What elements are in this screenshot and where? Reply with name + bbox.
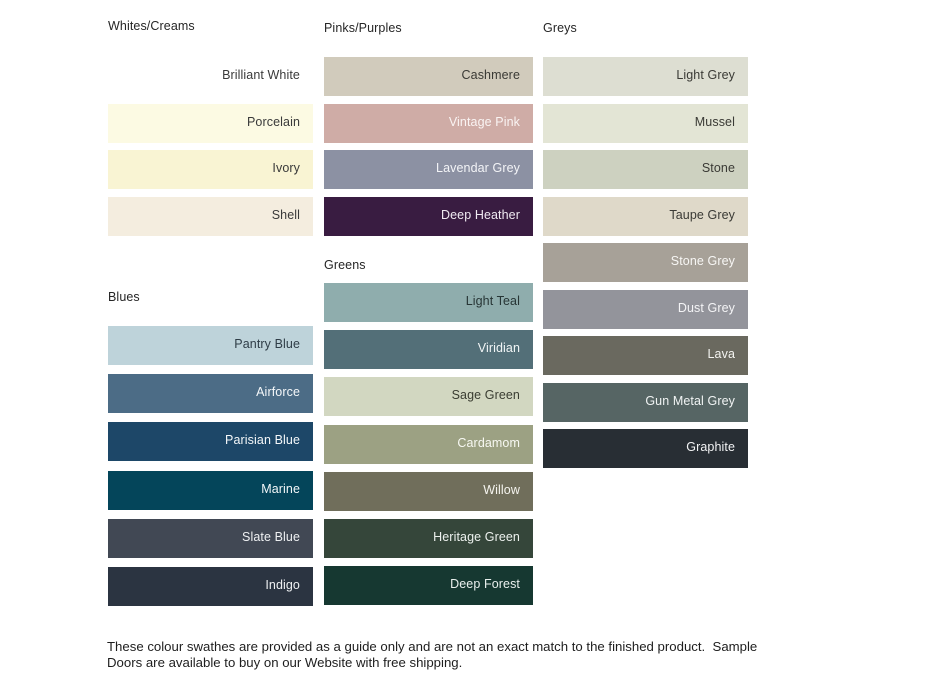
swatch-porcelain: Porcelain (108, 104, 313, 143)
swatch-stone-grey: Stone Grey (543, 243, 748, 282)
swatch-label: Light Teal (465, 293, 520, 308)
swatch-label: Cashmere (461, 67, 520, 82)
swatch-label: Dust Grey (677, 300, 735, 315)
group-header-greens: Greens (324, 258, 366, 272)
swatch-label: Mussel (694, 114, 735, 129)
swatch-deep-heather: Deep Heather (324, 197, 533, 236)
swatch-airforce: Airforce (108, 374, 313, 413)
swatch-viridian: Viridian (324, 330, 533, 369)
swatch-label: Airforce (256, 384, 300, 399)
swatch-label: Deep Heather (440, 207, 520, 222)
swatch-label: Lava (707, 346, 735, 361)
swatch-slate-blue: Slate Blue (108, 519, 313, 558)
swatch-label: Indigo (265, 577, 300, 592)
swatch-label: Taupe Grey (669, 207, 735, 222)
swatch-label: Parisian Blue (225, 432, 300, 447)
swatch-parisian-blue: Parisian Blue (108, 422, 313, 461)
swatch-label: Deep Forest (450, 576, 520, 591)
swatch-label: Sage Green (451, 387, 520, 402)
group-header-pinks-purples: Pinks/Purples (324, 21, 402, 35)
swatch-mussel: Mussel (543, 104, 748, 143)
swatch-marine: Marine (108, 471, 313, 510)
swatch-light-grey: Light Grey (543, 57, 748, 96)
swatch-dust-grey: Dust Grey (543, 290, 748, 329)
swatch-label: Stone Grey (670, 253, 735, 268)
swatch-label: Ivory (272, 160, 300, 175)
swatch-cashmere: Cashmere (324, 57, 533, 96)
group-header-blues: Blues (108, 290, 140, 304)
swatch-label: Light Grey (676, 67, 735, 82)
swatch-label: Brilliant White (222, 67, 300, 82)
group-header-greys: Greys (543, 21, 577, 35)
swatch-taupe-grey: Taupe Grey (543, 197, 748, 236)
swatch-sage-green: Sage Green (324, 377, 533, 416)
footer-line-1: These colour swathes are provided as a g… (107, 639, 758, 654)
swatch-deep-forest: Deep Forest (324, 566, 533, 605)
swatch-label: Lavendar Grey (436, 160, 520, 175)
swatch-willow: Willow (324, 472, 533, 511)
swatch-stone: Stone (543, 150, 748, 189)
swatch-ivory: Ivory (108, 150, 313, 189)
swatch-label: Marine (261, 481, 300, 496)
swatch-lava: Lava (543, 336, 748, 375)
swatch-label: Vintage Pink (448, 114, 520, 129)
swatch-vintage-pink: Vintage Pink (324, 104, 533, 143)
swatch-indigo: Indigo (108, 567, 313, 606)
swatch-lavendar-grey: Lavendar Grey (324, 150, 533, 189)
footer-line-2: Doors are available to buy on our Websit… (107, 654, 463, 670)
group-header-whites-creams: Whites/Creams (108, 19, 195, 33)
swatch-heritage-green: Heritage Green (324, 519, 533, 558)
swatch-label: Shell (271, 207, 300, 222)
swatch-graphite: Graphite (543, 429, 748, 468)
swatch-label: Stone (701, 160, 735, 175)
swatch-label: Viridian (477, 340, 520, 355)
swatch-label: Pantry Blue (234, 336, 300, 351)
swatch-shell: Shell (108, 197, 313, 236)
swatch-gun-metal-grey: Gun Metal Grey (543, 383, 748, 422)
swatch-label: Slate Blue (242, 529, 300, 544)
swatch-light-teal: Light Teal (324, 283, 533, 322)
swatch-label: Gun Metal Grey (645, 393, 735, 408)
swatch-pantry-blue: Pantry Blue (108, 326, 313, 365)
swatch-label: Graphite (686, 439, 735, 454)
swatch-cardamom: Cardamom (324, 425, 533, 464)
swatch-label: Willow (483, 482, 520, 497)
swatch-brilliant-white: Brilliant White (108, 57, 313, 96)
swatch-label: Cardamom (457, 435, 520, 450)
footer-note: These colour swathes are provided as a g… (107, 639, 757, 670)
swatch-label: Heritage Green (433, 529, 520, 544)
swatch-label: Porcelain (246, 114, 300, 129)
